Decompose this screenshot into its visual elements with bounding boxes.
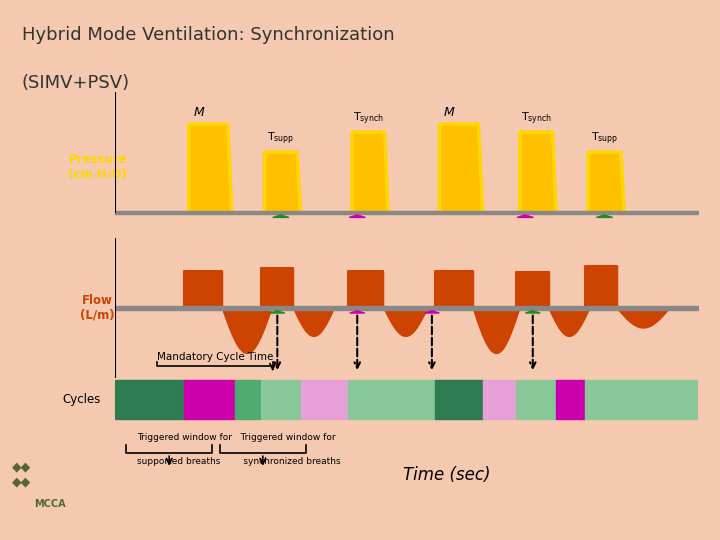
- Text: T$_{\rm supp}$: T$_{\rm supp}$: [267, 131, 294, 147]
- Text: Pressure
(cm H₂O): Pressure (cm H₂O): [68, 153, 127, 181]
- Text: MCCA: MCCA: [35, 500, 66, 509]
- Polygon shape: [585, 266, 617, 308]
- Polygon shape: [596, 215, 613, 218]
- Text: Triggered window for   Triggered window for: Triggered window for Triggered window fo…: [137, 433, 336, 442]
- Polygon shape: [270, 311, 285, 313]
- Text: Flow
(L/m): Flow (L/m): [81, 294, 115, 322]
- Bar: [516, 380, 556, 419]
- Bar: [348, 380, 392, 419]
- Bar: [392, 380, 435, 419]
- Polygon shape: [184, 271, 222, 308]
- Text: ◆◆
◆◆: ◆◆ ◆◆: [12, 461, 31, 489]
- Bar: [482, 380, 516, 419]
- Bar: [585, 380, 698, 419]
- Bar: [115, 380, 184, 419]
- Text: T$_{\rm synch}$: T$_{\rm synch}$: [353, 111, 384, 127]
- Bar: [301, 380, 348, 419]
- Bar: [435, 380, 482, 419]
- Polygon shape: [517, 215, 534, 218]
- Text: Time (sec): Time (sec): [402, 465, 490, 484]
- Polygon shape: [348, 271, 384, 308]
- Bar: [556, 380, 585, 419]
- Text: Mandatory Cycle Time: Mandatory Cycle Time: [157, 352, 274, 362]
- Bar: [235, 380, 261, 419]
- Polygon shape: [516, 272, 549, 308]
- Text: T$_{\rm supp}$: T$_{\rm supp}$: [591, 131, 618, 147]
- Polygon shape: [349, 215, 365, 218]
- Bar: [184, 380, 235, 419]
- Text: Cycles: Cycles: [62, 393, 101, 406]
- Polygon shape: [261, 268, 293, 308]
- Polygon shape: [273, 215, 289, 218]
- Text: supported breaths        synchronized breaths: supported breaths synchronized breaths: [137, 457, 341, 466]
- Text: M: M: [444, 106, 455, 119]
- Text: M: M: [193, 106, 204, 119]
- Polygon shape: [435, 271, 473, 308]
- Polygon shape: [424, 311, 439, 313]
- Text: (SIMV+PSV): (SIMV+PSV): [22, 74, 130, 92]
- Text: Hybrid Mode Ventilation: Synchronization: Hybrid Mode Ventilation: Synchronization: [22, 25, 395, 44]
- Text: T$_{\rm synch}$: T$_{\rm synch}$: [521, 111, 552, 127]
- Polygon shape: [350, 311, 365, 313]
- Bar: [261, 380, 301, 419]
- Polygon shape: [526, 311, 540, 313]
